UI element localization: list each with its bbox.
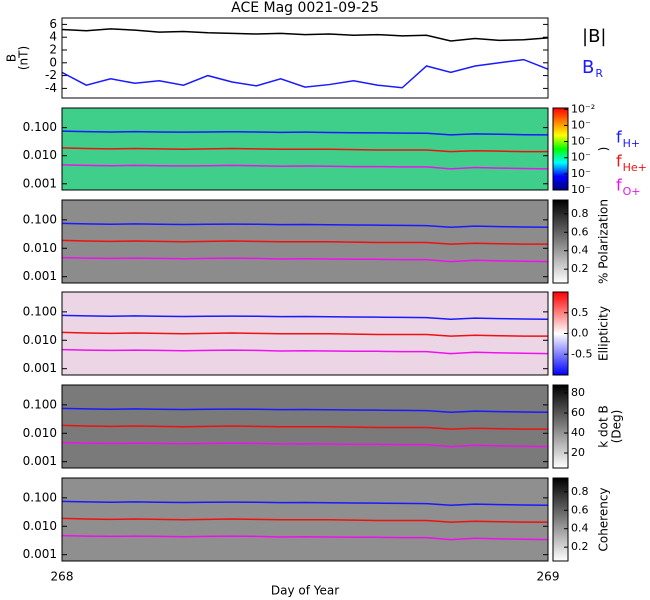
series-line (62, 517, 548, 523)
y-tick-label: 0.100 (23, 490, 57, 504)
colorbar-label: Coherency (597, 487, 611, 551)
x-tick-label: 269 (537, 570, 560, 584)
y-tick-label: 0.100 (23, 212, 57, 226)
y-tick-label: 0.100 (23, 304, 57, 318)
series-line (62, 164, 548, 170)
y-tick-label: 0.001 (23, 176, 57, 190)
plot-frame (61, 17, 549, 99)
series-line (62, 500, 548, 506)
colorbar-label: k dot B (597, 405, 611, 447)
colorbar-tick-label: 10⁻ (571, 118, 591, 131)
y-tick-label: 0.001 (23, 454, 57, 468)
colorbar-label: ) (597, 147, 611, 152)
y-tick-label: -4 (45, 81, 57, 95)
colorbar-tick-label: 10⁻ (571, 135, 591, 148)
colorbar-tick-label: 0.8 (571, 485, 589, 498)
colorbar-tick-label: 0.8 (571, 207, 589, 220)
colorbar-tick-label: -0.5 (571, 347, 592, 360)
colorbar-tick-label: 10⁻² (571, 102, 595, 115)
colorbar-tick-label: 10⁻ (571, 167, 591, 180)
chart-title: ACE Mag 0021-09-25 (231, 0, 379, 16)
series-line (62, 314, 548, 320)
colorbar-tick-label: 0.4 (571, 522, 589, 535)
colorbar-tick-label: 10⁻ (571, 183, 591, 196)
y-tick-label: 0.001 (23, 547, 57, 561)
colorbar (552, 199, 569, 284)
y-tick-label: 0.001 (23, 269, 57, 283)
series-line (62, 58, 548, 89)
series-line (62, 441, 548, 448)
colorbar (552, 477, 569, 562)
y-axis-label: B (5, 54, 19, 62)
colorbar-tick-label: 40 (571, 426, 585, 439)
plot-frame (61, 291, 549, 376)
y-tick-label: 0.010 (23, 241, 57, 255)
legend-subscript: R (595, 67, 603, 80)
plot-frame (61, 107, 549, 191)
series-line (62, 222, 548, 228)
legend-subscript: He+ (623, 161, 647, 174)
x-axis-label: Day of Year (271, 584, 339, 598)
legend-label: |B| (582, 26, 606, 47)
legend-label: f (616, 152, 622, 171)
y-tick-label: 0 (49, 55, 57, 69)
colorbar-tick-label: 0.6 (571, 503, 589, 516)
colorbar-tick-label: 80 (571, 386, 585, 399)
colorbar (552, 384, 569, 469)
series-line (62, 28, 548, 42)
colorbar (552, 107, 569, 191)
plot-frame (61, 384, 549, 469)
y-tick-label: 6 (49, 17, 57, 31)
legend-subscript: O+ (623, 185, 641, 198)
plot-frame (61, 199, 549, 284)
y-tick-label: 0.010 (23, 426, 57, 440)
colorbar-tick-label: 10⁻ (571, 151, 591, 164)
series-line (62, 256, 548, 263)
y-tick-label: -2 (45, 68, 57, 82)
colorbar-tick-label: 0.2 (571, 540, 589, 553)
series-line (62, 331, 548, 337)
colorbar-tick-label: 60 (571, 406, 585, 419)
x-tick-label: 268 (51, 570, 74, 584)
colorbar-tick-label: 0.5 (571, 306, 589, 319)
y-tick-label: 0.010 (23, 519, 57, 533)
series-line (62, 407, 548, 413)
legend-label: f (616, 128, 622, 147)
series-line (62, 534, 548, 541)
series-line (62, 239, 548, 245)
colorbar-label: Ellipticity (597, 306, 611, 361)
colorbar-tick-label: 20 (571, 446, 585, 459)
colorbar-label: % Polarization (597, 199, 611, 284)
series-line (62, 147, 548, 153)
y-tick-label: 2 (49, 43, 57, 57)
colorbar-tick-label: 0.2 (571, 262, 589, 275)
y-tick-label: 4 (49, 30, 57, 44)
legend-subscript: H+ (623, 137, 641, 150)
y-tick-label: 0.100 (23, 397, 57, 411)
y-axis-label: (nT) (17, 46, 31, 70)
colorbar-tick-label: 0.4 (571, 244, 589, 257)
colorbar-tick-label: 0.6 (571, 225, 589, 238)
y-tick-label: 0.100 (23, 120, 57, 134)
plot-frame (61, 477, 549, 562)
legend-label: f (616, 176, 622, 195)
series-line (62, 348, 548, 355)
legend-label: B (582, 57, 594, 78)
series-line (62, 130, 548, 136)
colorbar-label: (Deg) (610, 410, 624, 444)
y-tick-label: 0.010 (23, 148, 57, 162)
y-tick-label: 0.010 (23, 333, 57, 347)
y-tick-label: 0.001 (23, 361, 57, 375)
series-line (62, 424, 548, 430)
colorbar-tick-label: 0.0 (571, 327, 589, 340)
